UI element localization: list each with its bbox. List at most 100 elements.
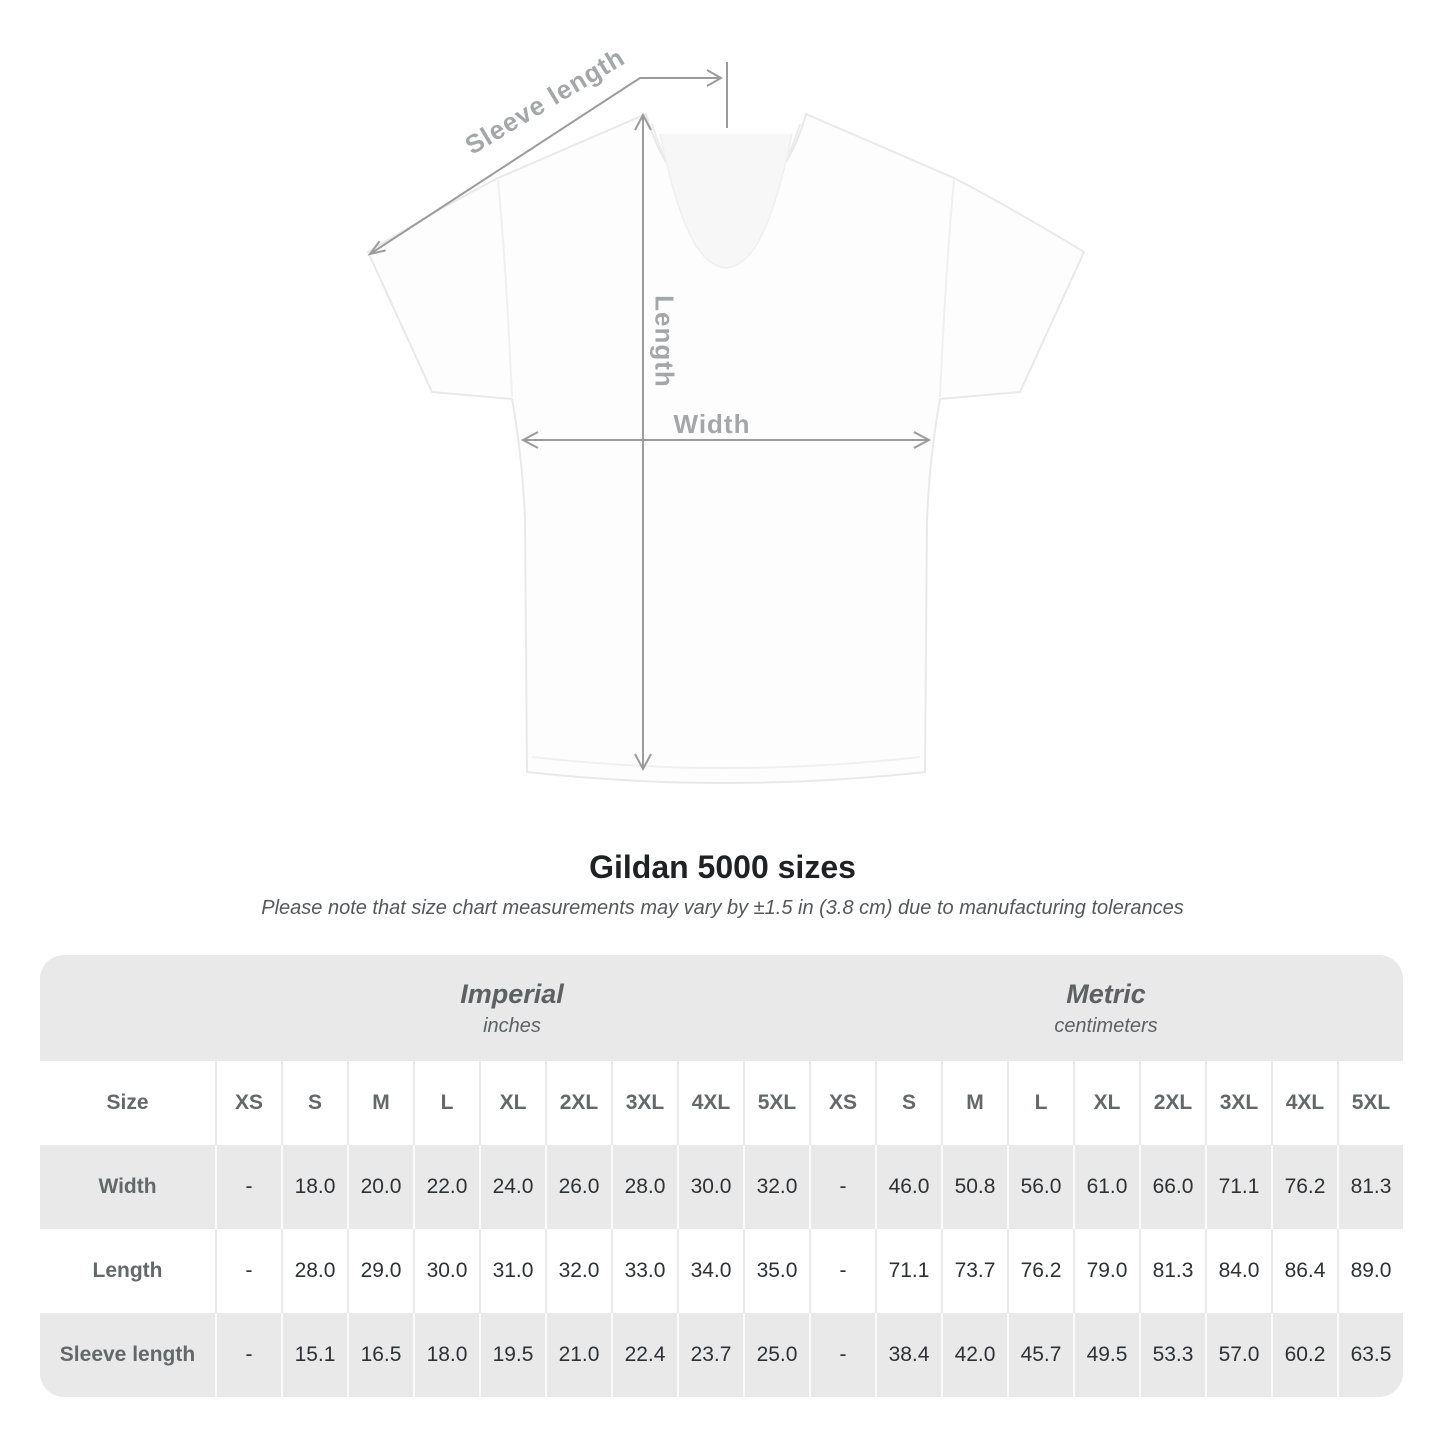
table-cell: 86.4	[1271, 1229, 1337, 1313]
table-cell: 28.0	[281, 1229, 347, 1313]
table-cell: 28.0	[611, 1145, 677, 1229]
table-cell: 73.7	[941, 1229, 1007, 1313]
table-cell: 16.5	[347, 1313, 413, 1397]
table-cell: 30.0	[413, 1229, 479, 1313]
page-title: Gildan 5000 sizes	[589, 849, 856, 885]
width-label: Width	[673, 409, 751, 439]
size-header-cell: 4XL	[677, 1061, 743, 1145]
row-label: Sleeve length	[59, 1343, 196, 1366]
table-cell: 22.0	[413, 1145, 479, 1229]
table-cell: 20.0	[347, 1145, 413, 1229]
size-column-label: Size	[106, 1091, 149, 1114]
table-cell: 32.0	[545, 1229, 611, 1313]
table-cell: 81.3	[1139, 1229, 1205, 1313]
table-cell: -	[809, 1145, 875, 1229]
metric-title: Metric	[1066, 978, 1146, 1009]
table-cell: 29.0	[347, 1229, 413, 1313]
row-label: Length	[92, 1259, 163, 1282]
left-sleeve-seam	[497, 179, 513, 398]
size-header-cell: M	[347, 1061, 413, 1145]
table-cell: 22.4	[611, 1313, 677, 1397]
table-cell: -	[809, 1229, 875, 1313]
table-cell: 15.1	[281, 1313, 347, 1397]
table-cell: 33.0	[611, 1229, 677, 1313]
table-cell: 35.0	[743, 1229, 809, 1313]
size-chart-table: Imperial inches Metric centimeters Size …	[40, 955, 1403, 1397]
table-cell: 60.2	[1271, 1313, 1337, 1397]
table-cell: 38.4	[875, 1313, 941, 1397]
table-cell: 31.0	[479, 1229, 545, 1313]
table-cell: 61.0	[1073, 1145, 1139, 1229]
sleeve-length-row: Sleeve length - 15.1 16.5 18.0 19.5 21.0…	[40, 1313, 1403, 1397]
table-cell: 30.0	[677, 1145, 743, 1229]
size-header-cell: M	[941, 1061, 1007, 1145]
imperial-subtitle: inches	[483, 1014, 541, 1037]
tshirt-graphic	[367, 62, 1085, 784]
table-cell: 76.2	[1007, 1229, 1073, 1313]
table-cell: 34.0	[677, 1229, 743, 1313]
table-cell: 18.0	[281, 1145, 347, 1229]
size-header-cell: 3XL	[1205, 1061, 1271, 1145]
size-header-cell: 2XL	[545, 1061, 611, 1145]
table-cell: 57.0	[1205, 1313, 1271, 1397]
sleeve-length-arrow	[367, 62, 728, 256]
table-cell: 84.0	[1205, 1229, 1271, 1313]
table-cell: 32.0	[743, 1145, 809, 1229]
table-cell: 23.7	[677, 1313, 743, 1397]
table-cell: 79.0	[1073, 1229, 1139, 1313]
size-header-cell: XL	[1073, 1061, 1139, 1145]
size-header-cell: L	[413, 1061, 479, 1145]
table-cell: -	[809, 1313, 875, 1397]
tshirt-diagram: Sleeve length Length Width	[367, 42, 1085, 784]
size-header-cell: 5XL	[1337, 1061, 1403, 1145]
length-row: Length - 28.0 29.0 30.0 31.0 32.0 33.0 3…	[40, 1229, 1403, 1313]
table-cell: 46.0	[875, 1145, 941, 1229]
table-cell: 18.0	[413, 1313, 479, 1397]
width-row: Width - 18.0 20.0 22.0 24.0 26.0 28.0 30…	[40, 1145, 1403, 1229]
table-cell: 66.0	[1139, 1145, 1205, 1229]
table-cell: 76.2	[1271, 1145, 1337, 1229]
table-cell: 89.0	[1337, 1229, 1403, 1313]
length-label: Length	[649, 295, 680, 388]
size-header-cell: S	[281, 1061, 347, 1145]
row-label: Width	[98, 1175, 157, 1198]
table-cell: 21.0	[545, 1313, 611, 1397]
table-cell: -	[215, 1145, 281, 1229]
table-cell: 24.0	[479, 1145, 545, 1229]
table-cell: -	[215, 1229, 281, 1313]
unit-header-spacer	[40, 955, 215, 1061]
size-header-cell: 4XL	[1271, 1061, 1337, 1145]
table-cell: 53.3	[1139, 1313, 1205, 1397]
table-cell: 71.1	[1205, 1145, 1271, 1229]
table-cell: 25.0	[743, 1313, 809, 1397]
length-arrow	[634, 112, 652, 772]
imperial-title: Imperial	[460, 978, 564, 1009]
metric-header: Metric centimeters	[809, 955, 1403, 1061]
hem-stitch-line	[531, 756, 921, 769]
size-header-cell: L	[1007, 1061, 1073, 1145]
right-sleeve-seam	[939, 179, 955, 398]
size-header-cell: XS	[809, 1061, 875, 1145]
size-header-cell: XL	[479, 1061, 545, 1145]
table-cell: 45.7	[1007, 1313, 1073, 1397]
table-cell: 71.1	[875, 1229, 941, 1313]
unit-header-band: Imperial inches Metric centimeters	[40, 955, 1403, 1061]
table-cell: 50.8	[941, 1145, 1007, 1229]
width-arrow	[520, 431, 932, 449]
table-cell: 81.3	[1337, 1145, 1403, 1229]
size-header-row: Size XS S M L XL 2XL 3XL 4XL 5XL XS S M …	[40, 1061, 1403, 1145]
collar-back-shading	[659, 133, 793, 269]
table-cell: 63.5	[1337, 1313, 1403, 1397]
size-header-cell: 5XL	[743, 1061, 809, 1145]
size-header-cell: 2XL	[1139, 1061, 1205, 1145]
table-cell: 42.0	[941, 1313, 1007, 1397]
imperial-header: Imperial inches	[215, 955, 809, 1061]
metric-subtitle: centimeters	[1054, 1014, 1158, 1037]
size-header-cell: 3XL	[611, 1061, 677, 1145]
size-header-cell: S	[875, 1061, 941, 1145]
table-cell: 26.0	[545, 1145, 611, 1229]
tolerance-note: Please note that size chart measurements…	[261, 897, 1184, 919]
table-cell: 49.5	[1073, 1313, 1139, 1397]
table-cell: 56.0	[1007, 1145, 1073, 1229]
